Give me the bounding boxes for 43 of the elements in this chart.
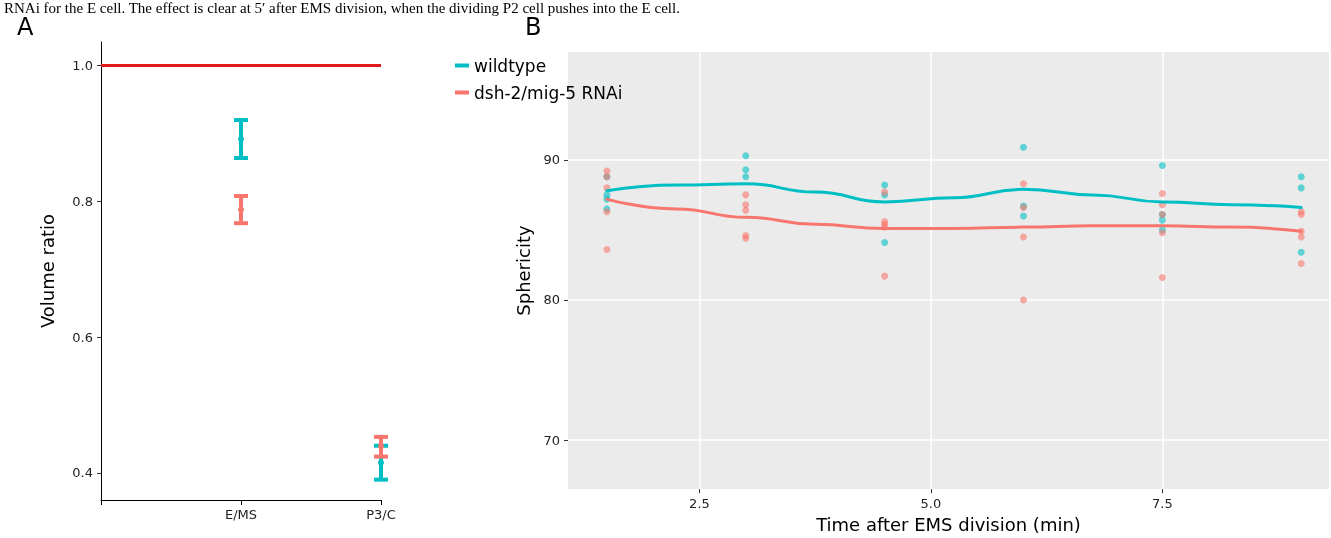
point <box>378 459 384 466</box>
point <box>603 246 611 254</box>
y-axis-title: Volume ratio <box>36 213 58 329</box>
x-tick-label: 5.0 <box>920 496 942 512</box>
point <box>1158 274 1166 282</box>
y-axis-title: Sphericity <box>513 225 535 316</box>
point <box>1297 248 1305 256</box>
point <box>742 191 750 199</box>
point <box>1158 190 1166 197</box>
point <box>238 206 244 213</box>
point <box>1297 173 1305 181</box>
legend-label: wildtype <box>474 55 547 76</box>
point <box>742 166 750 174</box>
point <box>378 443 384 450</box>
point <box>1020 296 1027 304</box>
point <box>1297 260 1305 268</box>
point <box>1020 233 1027 241</box>
y-tick-label: 70 <box>543 432 560 448</box>
y-tick-label: 0.6 <box>72 329 93 345</box>
point <box>1158 161 1166 169</box>
point <box>742 206 750 214</box>
x-tick-label: 7.5 <box>1152 496 1173 512</box>
y-tick-label: 1.0 <box>72 58 93 74</box>
point <box>881 181 889 189</box>
x-tick-label: E/MS <box>224 507 258 522</box>
point <box>881 239 889 247</box>
point <box>1020 143 1027 151</box>
point <box>881 272 889 280</box>
x-tick-label: 2.5 <box>689 496 710 512</box>
y-tick-label: 80 <box>543 292 560 308</box>
point <box>1297 184 1305 192</box>
point <box>1158 216 1166 224</box>
legend-label: dsh-2/mig-5 RNAi <box>474 82 623 103</box>
point <box>1297 233 1305 241</box>
y-tick-label: 0.8 <box>72 193 93 209</box>
y-tick-label: 90 <box>543 152 560 168</box>
point <box>1020 180 1027 188</box>
x-tick-label: P3/C <box>366 507 396 522</box>
x-axis-title: Time after EMS division (min) <box>815 513 1081 535</box>
point <box>742 173 750 181</box>
point <box>1020 212 1027 220</box>
point <box>742 152 750 160</box>
y-tick-label: 0.4 <box>72 465 93 481</box>
